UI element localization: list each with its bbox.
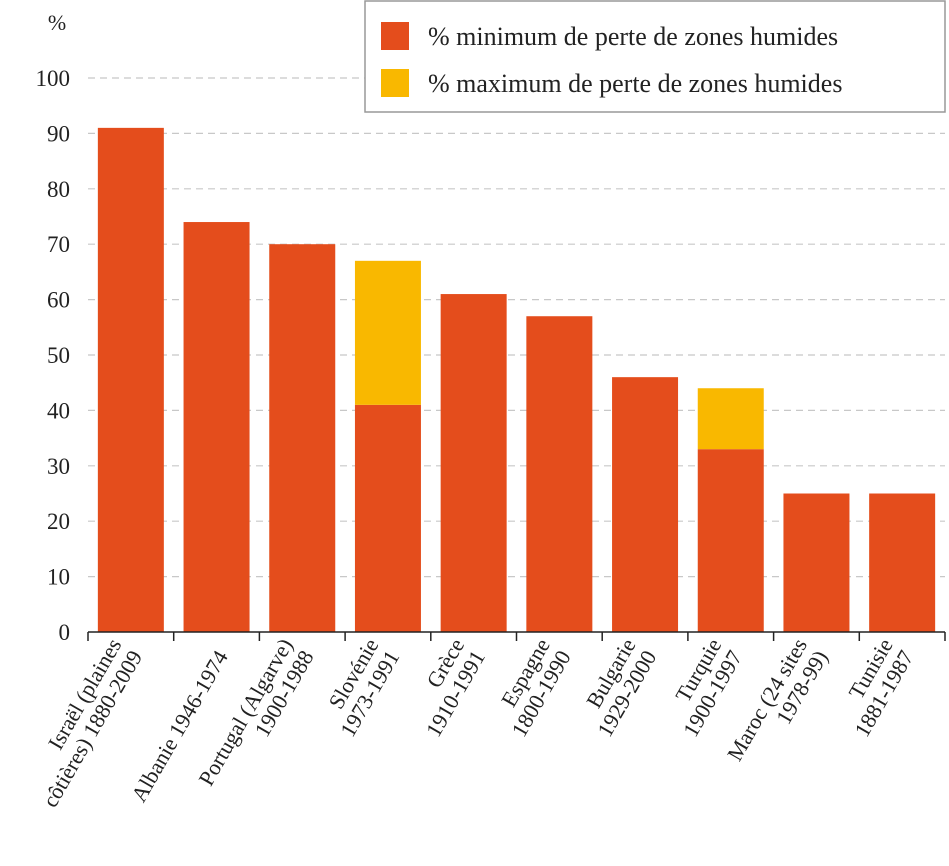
y-tick-label: 20 xyxy=(47,509,70,534)
bar-minimum-7 xyxy=(697,449,764,632)
legend: % minimum de perte de zones humides % ma… xyxy=(364,0,946,113)
y-tick-label: 70 xyxy=(47,232,70,257)
x-category-label: Tunisie1881-1987 xyxy=(828,634,918,741)
y-unit-label: % xyxy=(48,10,66,35)
bar-minimum-6 xyxy=(612,377,679,632)
y-tick-label: 0 xyxy=(59,620,71,645)
legend-label-minimum: % minimum de perte de zones humides xyxy=(428,22,838,51)
bar-minimum-5 xyxy=(526,316,593,632)
y-tick-label: 40 xyxy=(47,398,70,423)
bar-maximum-7 xyxy=(697,388,764,450)
y-tick-labels: 0 10 20 30 40 50 60 70 80 90 100 xyxy=(36,66,71,645)
legend-label-maximum: % maximum de perte de zones humides xyxy=(428,69,842,98)
y-tick-label: 10 xyxy=(47,565,70,590)
bar-maximum-3 xyxy=(354,260,421,405)
bar-minimum-2 xyxy=(269,244,336,632)
y-tick-label: 60 xyxy=(47,288,70,313)
bar-minimum-3 xyxy=(354,404,421,632)
legend-box xyxy=(364,0,946,113)
y-tick-label: 100 xyxy=(36,66,71,91)
legend-swatch-minimum xyxy=(381,22,409,50)
y-tick-label: 30 xyxy=(47,454,70,479)
bar-minimum-9 xyxy=(869,493,936,632)
x-category-labels: Israël (plainescôtières) 1880-2009Albani… xyxy=(16,634,918,811)
legend-swatch-maximum xyxy=(381,69,409,97)
y-tick-label: 80 xyxy=(47,177,70,202)
y-tick-label: 90 xyxy=(47,121,70,146)
bar-minimum-1 xyxy=(183,222,250,633)
x-category-label: Slovénie1973-1991 xyxy=(314,634,404,741)
axes xyxy=(87,631,946,641)
x-category-label: Israël (plainescôtières) 1880-2009 xyxy=(16,634,147,811)
x-category-label: Bulgarie1929-2000 xyxy=(571,634,661,741)
y-tick-label: 50 xyxy=(47,343,70,368)
bars xyxy=(97,127,936,633)
x-category-label: Espagne1800-1990 xyxy=(486,634,576,741)
bar-minimum-0 xyxy=(97,127,164,633)
bar-minimum-8 xyxy=(783,493,850,632)
x-category-label: Turquie1900-1997 xyxy=(657,634,747,741)
bar-minimum-4 xyxy=(440,294,507,632)
x-category-label: Grèce1910-1991 xyxy=(400,634,490,741)
